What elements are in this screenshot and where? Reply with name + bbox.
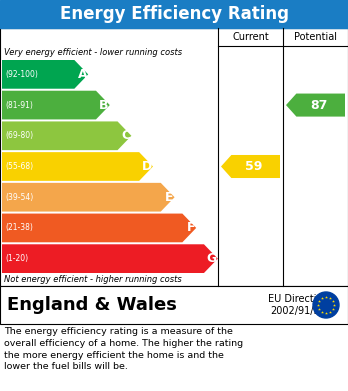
Text: (55-68): (55-68)	[5, 162, 33, 171]
Bar	[0, 286, 348, 324]
Text: Current: Current	[232, 32, 269, 42]
Polygon shape	[2, 60, 88, 89]
Bar	[0, 0, 348, 28]
Text: (1-20): (1-20)	[5, 254, 28, 263]
Text: (92-100): (92-100)	[5, 70, 38, 79]
Text: 87: 87	[310, 99, 327, 111]
Polygon shape	[2, 213, 196, 242]
Polygon shape	[2, 244, 218, 273]
Text: C: C	[121, 129, 130, 142]
Text: D: D	[142, 160, 152, 173]
Text: England & Wales: England & Wales	[7, 296, 177, 314]
Text: A: A	[78, 68, 87, 81]
Text: B: B	[99, 99, 109, 111]
Polygon shape	[286, 93, 345, 117]
Text: The energy efficiency rating is a measure of the
overall efficiency of a home. T: The energy efficiency rating is a measur…	[4, 327, 243, 371]
Text: Energy Efficiency Rating: Energy Efficiency Rating	[60, 5, 288, 23]
Circle shape	[313, 292, 339, 318]
Text: G: G	[206, 252, 217, 265]
Text: E: E	[165, 191, 174, 204]
Polygon shape	[2, 122, 132, 150]
Text: F: F	[187, 221, 195, 235]
Text: (39-54): (39-54)	[5, 193, 33, 202]
Polygon shape	[221, 155, 280, 178]
Text: EU Directive: EU Directive	[268, 294, 328, 304]
Text: Potential: Potential	[294, 32, 337, 42]
Text: 59: 59	[245, 160, 262, 173]
Text: (21-38): (21-38)	[5, 223, 33, 232]
Polygon shape	[2, 152, 153, 181]
Text: (81-91): (81-91)	[5, 100, 33, 109]
Polygon shape	[2, 91, 110, 119]
Text: 2002/91/EC: 2002/91/EC	[270, 306, 326, 316]
Text: (69-80): (69-80)	[5, 131, 33, 140]
Bar	[0, 28, 348, 286]
Text: Not energy efficient - higher running costs: Not energy efficient - higher running co…	[4, 276, 182, 285]
Text: Very energy efficient - lower running costs: Very energy efficient - lower running co…	[4, 48, 182, 57]
Polygon shape	[2, 183, 175, 212]
